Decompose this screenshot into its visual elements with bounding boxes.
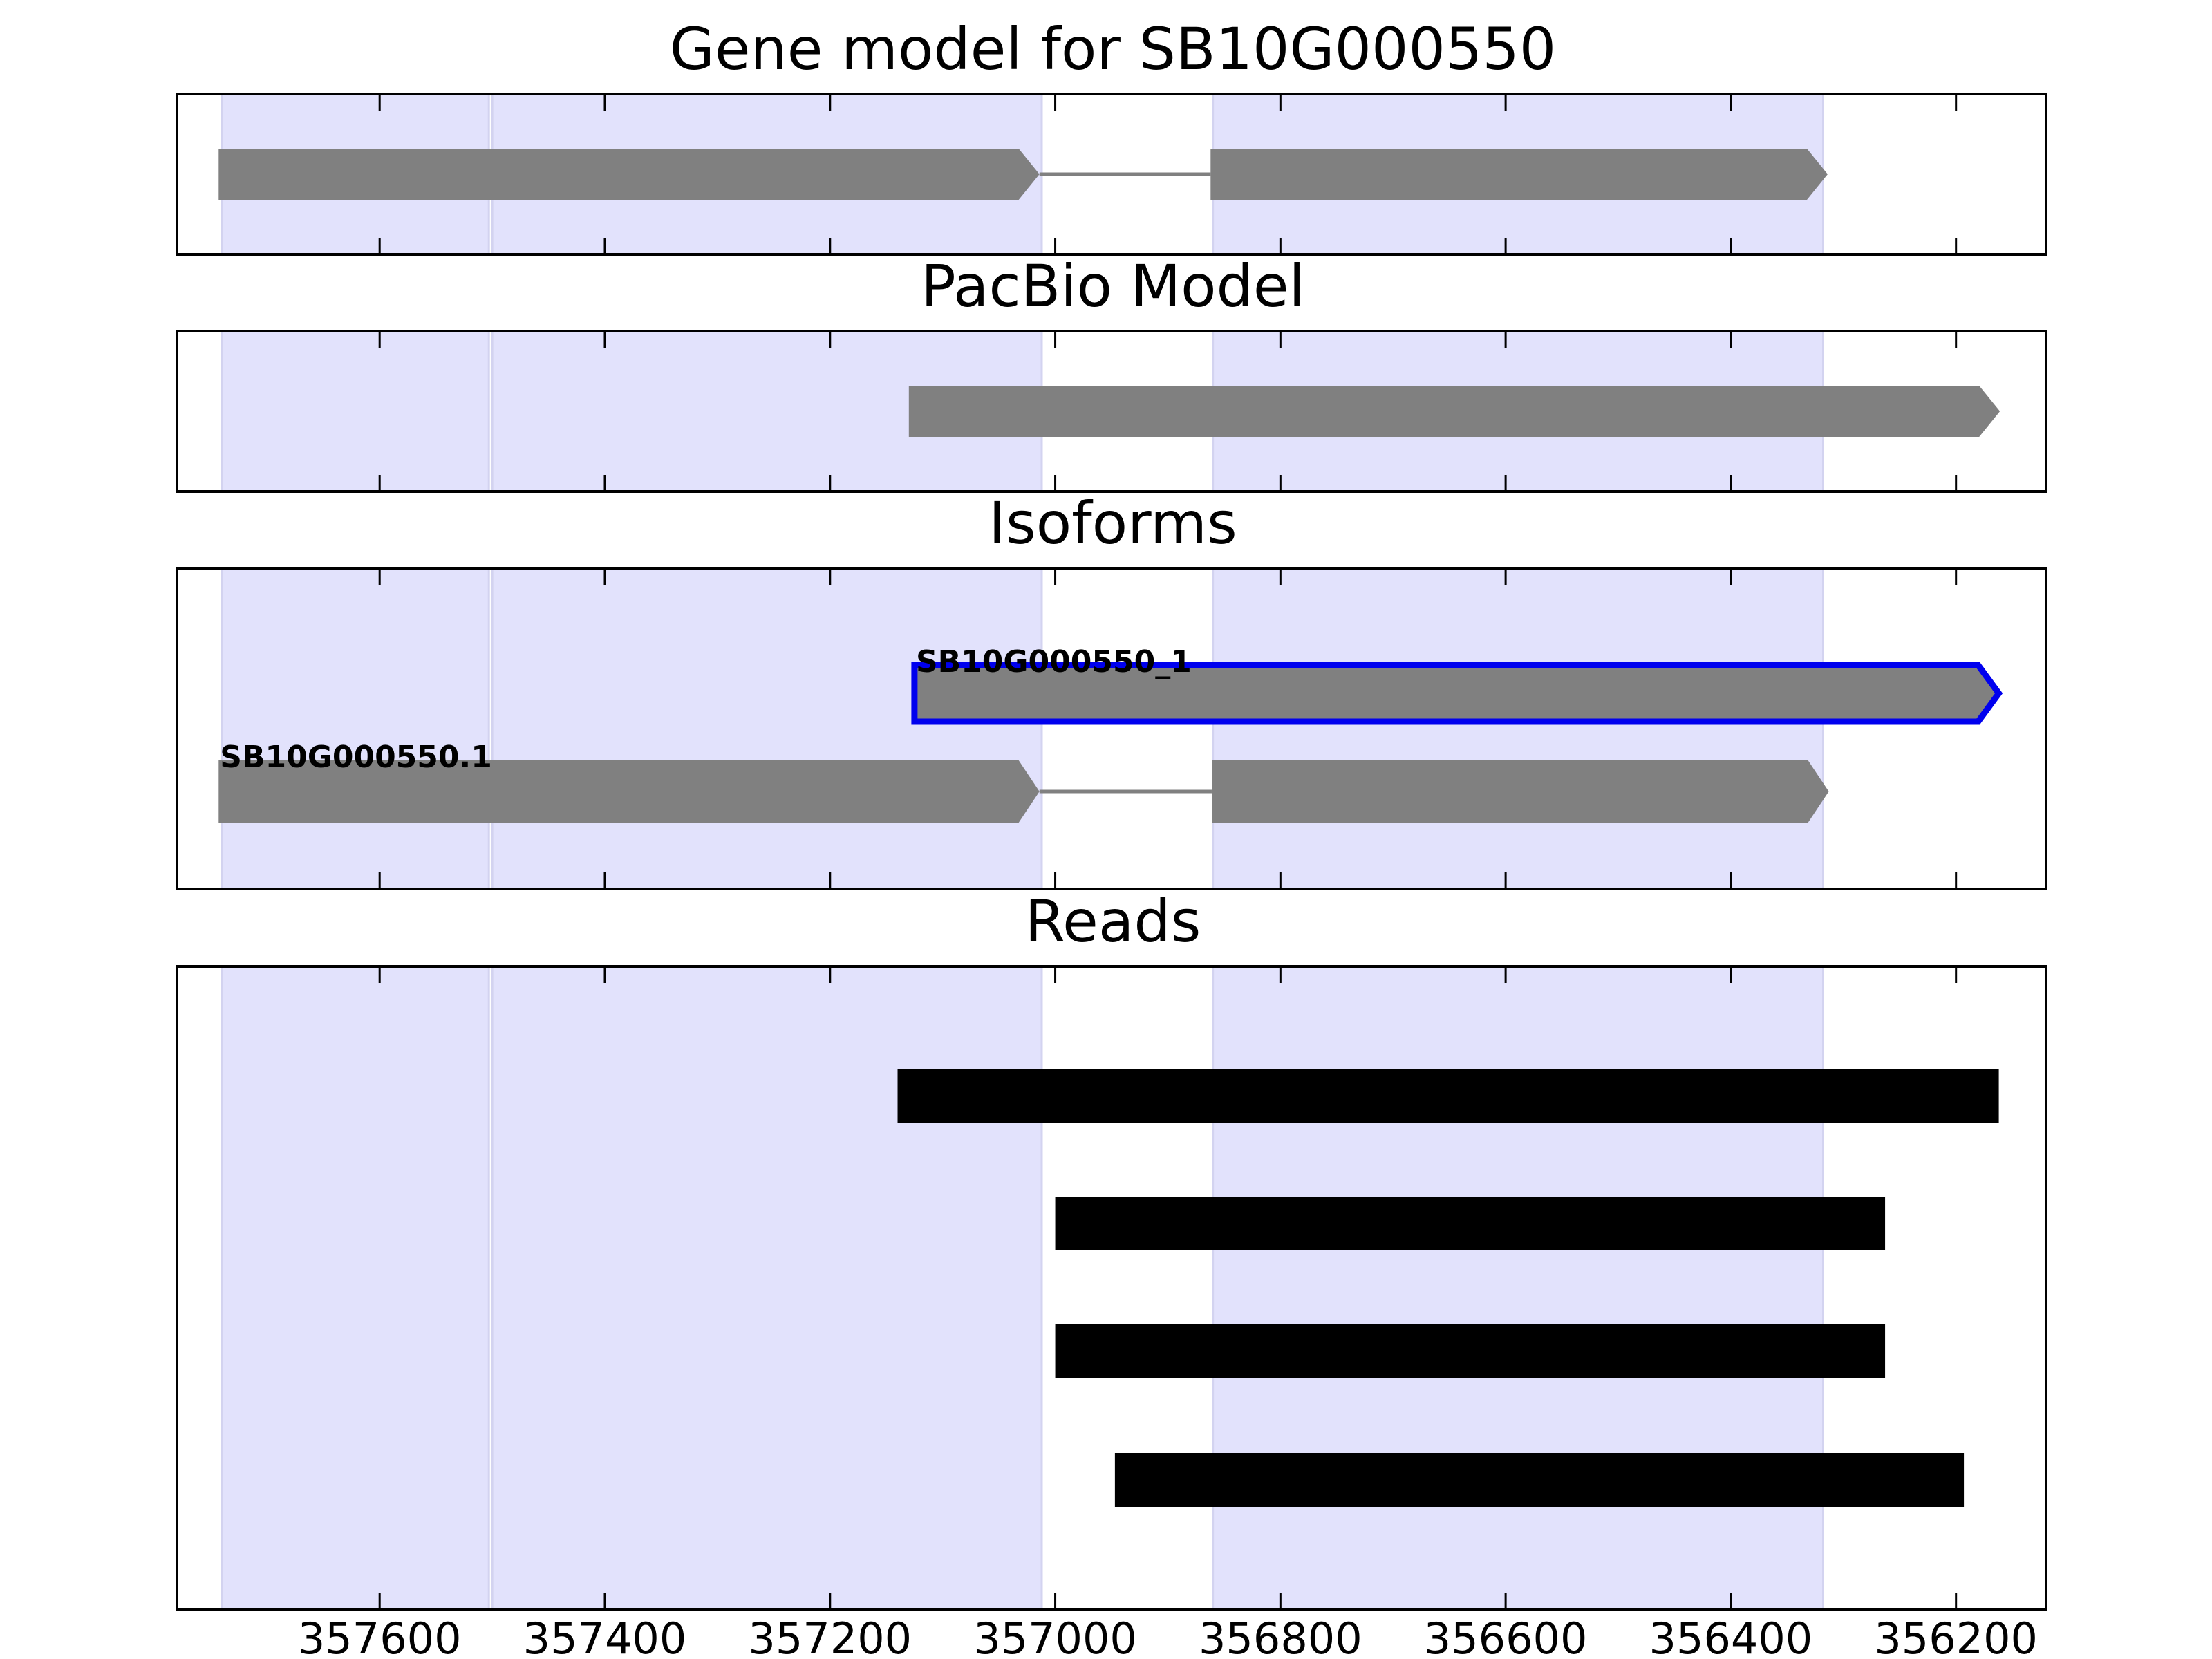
read-bar: [1055, 1324, 1886, 1378]
pacbio-model-panel: [176, 330, 2047, 493]
x-tick-label: 357400: [523, 1613, 687, 1659]
x-tick-label: 357000: [973, 1613, 1137, 1659]
reads-panel: [176, 965, 2047, 1611]
gene-model-title: Gene model for SB10G000550: [670, 15, 1556, 83]
shaded-region: [221, 330, 490, 493]
exon-block: [218, 760, 1040, 823]
shaded-region: [1212, 567, 1824, 890]
exon-block: [1212, 760, 1829, 823]
axes-frame: [176, 93, 2047, 256]
isoform-label: SB10G000550_1: [916, 644, 1192, 679]
isoform-label: SB10G000550.1: [220, 740, 492, 775]
shaded-region: [221, 965, 490, 1611]
x-tick-label: 357200: [748, 1613, 912, 1659]
axes-frame: [176, 567, 2047, 890]
isoforms-panel: SB10G000550_1 SB10G000550.1: [176, 567, 2047, 890]
isoform-exon-highlighted: [911, 662, 2003, 725]
exon-block: [1210, 149, 1828, 200]
exon-block: [218, 149, 1040, 200]
reads-title: Reads: [1025, 888, 1201, 955]
shaded-region: [491, 965, 1043, 1611]
pacbio-model-title: PacBio Model: [921, 252, 1305, 320]
exon-block: [908, 386, 2000, 437]
gene-model-panel: [176, 93, 2047, 256]
read-bar: [1055, 1197, 1886, 1250]
axes-frame: [176, 965, 2047, 1611]
x-axis-tick-labels: 357600 357400 357200 357000 356800 356600 3564…: [298, 1613, 2038, 1659]
x-tick-label: 356200: [1874, 1613, 2038, 1659]
read-bar: [1114, 1453, 1965, 1507]
shaded-region: [491, 567, 1043, 890]
x-tick-label: 356400: [1649, 1613, 1813, 1659]
x-tick-label: 356800: [1199, 1613, 1362, 1659]
shaded-region: [221, 567, 490, 890]
isoforms-title: Isoforms: [988, 489, 1237, 557]
axes-frame: [176, 330, 2047, 493]
read-bar: [897, 1069, 1999, 1123]
x-tick-label: 356600: [1424, 1613, 1588, 1659]
x-tick-label: 357600: [298, 1613, 462, 1659]
shaded-region: [1212, 965, 1824, 1611]
